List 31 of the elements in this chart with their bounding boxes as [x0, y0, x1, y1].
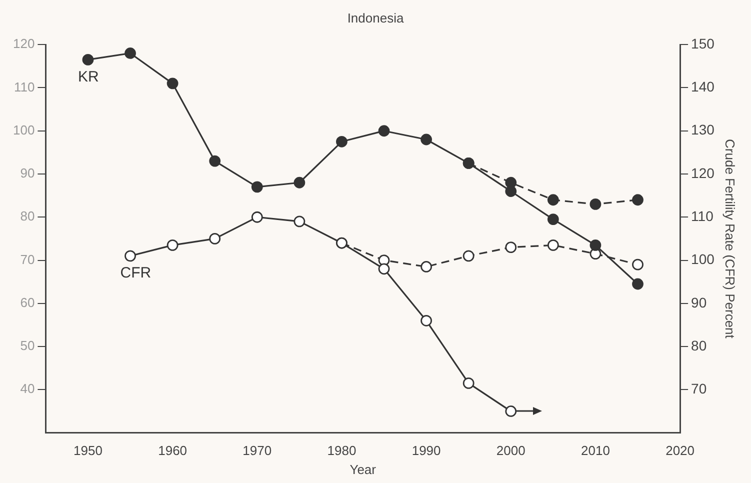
y2-tick-label: 80	[691, 337, 707, 354]
y2-tick-label: 150	[691, 35, 715, 52]
x-tick-label: 1990	[412, 443, 441, 458]
x-tick-label: 2020	[666, 443, 695, 458]
y2-tick-label: 130	[691, 122, 715, 138]
y-tick-label: 70	[20, 252, 35, 267]
x-tick-label: 2000	[496, 443, 526, 458]
y-tick-label: 50	[20, 338, 35, 354]
x-tick-label: 1950	[74, 443, 102, 458]
x-tick-label: 1960	[158, 443, 188, 458]
x-tick-label: 1970	[242, 443, 272, 458]
y2-tick-label: 90	[691, 294, 707, 310]
y-tick-label: 60	[20, 294, 35, 310]
y-tick-label: 100	[12, 122, 35, 138]
y-tick-label: 90	[20, 166, 35, 181]
y2-tick-label: 70	[691, 380, 707, 397]
x-tick-label: 2010	[581, 443, 610, 458]
x-axis-title: Year	[350, 462, 377, 477]
y2-tick-label: 100	[691, 251, 715, 268]
y2-tick-label: 140	[691, 78, 715, 95]
y2-tick-label: 110	[691, 208, 714, 224]
y-tick-label: 120	[12, 36, 35, 52]
series-label: KR	[78, 68, 99, 86]
y-tick-label: 40	[20, 381, 35, 396]
x-tick-label: 1980	[327, 443, 356, 458]
y2-axis-title: Crude Fertility Rate (CFR) Percent	[722, 139, 738, 339]
y-tick-label: 80	[20, 208, 35, 224]
chart-title: Indonesia	[347, 10, 404, 26]
series-label: CFR	[120, 264, 152, 282]
y-tick-label: 110	[14, 79, 35, 94]
y2-tick-label: 120	[691, 164, 715, 181]
